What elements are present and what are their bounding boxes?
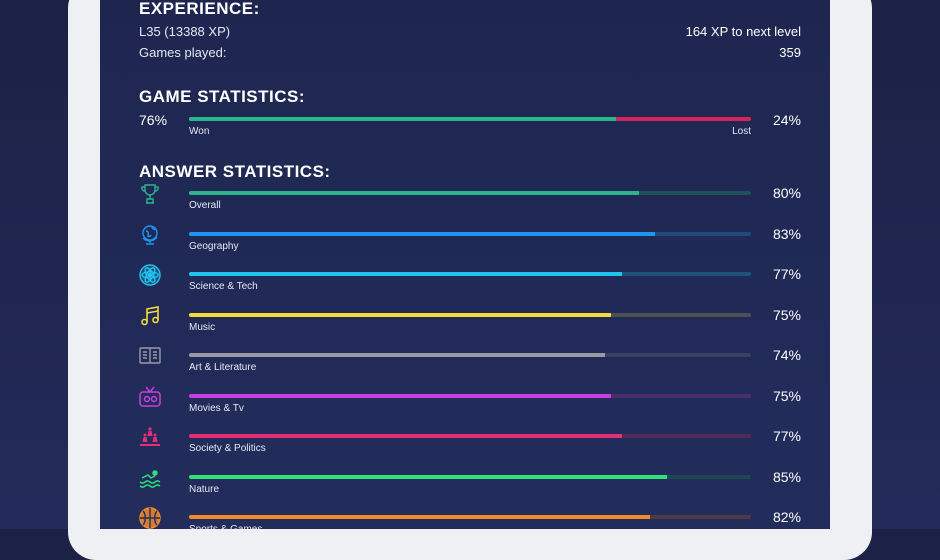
category-label: Society & Politics — [189, 443, 266, 454]
category-label: Overall — [189, 200, 221, 211]
won-bar-fill — [189, 117, 617, 121]
category-bar-fill — [189, 272, 622, 276]
next-level-text: 164 XP to next level — [685, 24, 801, 39]
games-played-value: 359 — [779, 45, 801, 60]
category-bar-track — [189, 515, 751, 519]
category-percent: 75% — [772, 306, 801, 323]
category-bar-fill — [189, 231, 656, 236]
games-played-label: Games played: — [139, 45, 227, 60]
people-icon — [138, 425, 162, 449]
category-bar-fill — [189, 434, 622, 438]
won-label: Won — [189, 126, 210, 137]
basketball-icon — [138, 506, 162, 529]
category-percent: 80% — [772, 185, 801, 201]
category-label: Nature — [189, 483, 220, 495]
atom-icon — [138, 263, 162, 287]
book-icon — [138, 344, 162, 368]
category-bar-track — [189, 434, 751, 438]
category-bar-track — [189, 191, 751, 195]
tv-icon — [138, 385, 162, 409]
category-percent: 75% — [772, 387, 801, 404]
globe-icon — [138, 223, 162, 247]
lost-percent: 24% — [772, 112, 801, 128]
category-bar-fill — [189, 515, 650, 519]
won-lost-bar — [189, 117, 751, 121]
answer-statistics-title: ANSWER STATISTICS: — [139, 162, 331, 181]
category-percent: 77% — [772, 266, 801, 282]
level-text: L35 (13388 XP) — [139, 24, 231, 39]
category-bar-track — [189, 312, 751, 317]
music-note-icon — [138, 304, 162, 328]
category-bar-track — [189, 353, 751, 357]
category-bar-fill — [189, 474, 667, 479]
category-bar-track — [189, 231, 751, 236]
category-bar-fill — [189, 353, 605, 357]
experience-title: EXPERIENCE: — [139, 0, 260, 18]
trophy-icon — [138, 182, 162, 206]
swimmer-icon — [138, 466, 162, 490]
category-percent: 85% — [772, 468, 801, 485]
category-label: Art & Literature — [189, 362, 257, 373]
category-label: Geography — [189, 240, 239, 252]
category-bar-track — [189, 272, 751, 276]
category-bar-track — [189, 474, 751, 479]
category-percent: 83% — [772, 225, 801, 242]
category-percent: 82% — [772, 509, 801, 525]
category-bar-track — [189, 393, 751, 398]
category-bar-fill — [189, 393, 611, 398]
category-bar-fill — [189, 312, 611, 317]
category-label: Sports & Games — [189, 524, 262, 529]
category-percent: 74% — [772, 347, 801, 363]
category-bar-fill — [189, 191, 639, 195]
category-label: Music — [189, 321, 216, 333]
category-label: Science & Tech — [189, 281, 258, 292]
category-percent: 77% — [772, 428, 801, 444]
game-statistics-title: GAME STATISTICS: — [139, 87, 306, 106]
category-label: Movies & Tv — [189, 402, 244, 414]
lost-label: Lost — [732, 126, 751, 137]
won-percent: 76% — [139, 112, 168, 128]
stats-screen: EXPERIENCE: L35 (13388 XP) 164 XP to nex… — [100, 0, 830, 529]
